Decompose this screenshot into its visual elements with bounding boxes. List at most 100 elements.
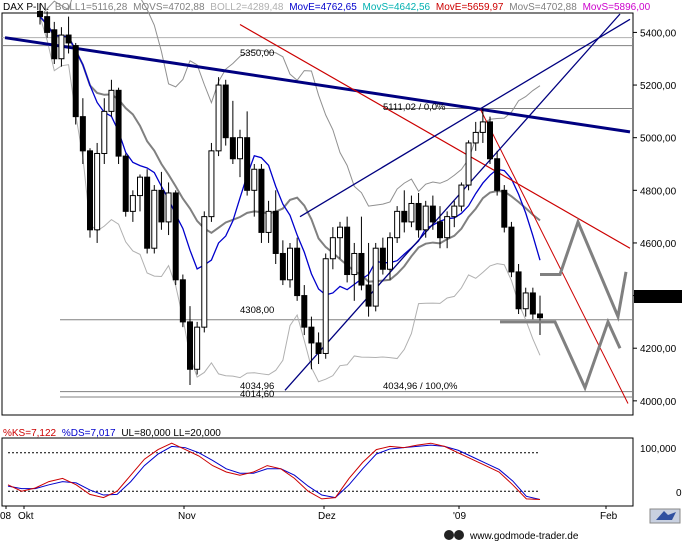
candle-body — [122, 155, 129, 212]
logo-icon-2 — [454, 530, 464, 540]
bollinger-lower — [39, 16, 541, 383]
bollinger-upper — [39, 0, 541, 207]
candle-body — [322, 258, 329, 354]
resistance-trendline — [4, 36, 631, 134]
candle-body — [308, 326, 315, 344]
candle-body — [401, 210, 408, 223]
candle-body — [451, 205, 458, 218]
annotation-4308: 4308,00 — [240, 305, 274, 316]
level-lines — [2, 37, 633, 398]
candle-body — [94, 152, 101, 231]
time-label: 08 — [0, 511, 12, 522]
candle-body — [415, 202, 422, 231]
candle-body — [251, 168, 258, 191]
osc-limits-label: UL=80,000 LL=20,000 — [121, 428, 221, 439]
annotation-4034a: 4034,96 — [240, 381, 274, 392]
annotation-4014: 4014,60 — [240, 389, 274, 400]
candle-body — [272, 210, 279, 254]
candle-body — [372, 247, 379, 307]
candle-body — [437, 221, 443, 239]
candle-body — [422, 205, 429, 231]
candle-body — [101, 110, 108, 154]
candle-body — [187, 321, 193, 370]
candle-body — [158, 189, 165, 223]
candle-body — [479, 121, 486, 133]
time-label: Feb — [600, 511, 618, 522]
candle-body — [208, 150, 215, 218]
price-tick-label: 5000,00 — [640, 134, 677, 145]
candle-body — [237, 137, 243, 160]
candle-body — [258, 168, 265, 233]
candle-body — [472, 131, 479, 144]
osc-d-label: %DS=7,017 — [62, 428, 116, 439]
candle-body — [79, 116, 86, 152]
candle-body — [244, 137, 251, 191]
candle-body — [487, 121, 493, 160]
uptrend-channel-lower — [284, 13, 621, 391]
candle-body — [394, 210, 401, 239]
candle-body — [408, 202, 415, 223]
annotation-4034b: 4034,96 / 100,0% — [383, 381, 458, 392]
indicator-label-4: MovS=4642,56 — [363, 2, 431, 13]
candle-body — [65, 34, 72, 44]
candle-body — [179, 279, 186, 323]
candle-body — [379, 247, 386, 270]
forecast-path — [500, 217, 628, 392]
time-label: Dez — [318, 511, 336, 522]
indicator-label-6: MovS=4702,88 — [509, 2, 577, 13]
osc-tick-0: 0 — [676, 488, 682, 499]
uptrend-channel-upper — [299, 18, 631, 218]
candle-body — [44, 16, 51, 33]
candle-body — [294, 247, 301, 297]
oscillator-frame — [1, 437, 634, 507]
indicator-label-1: MOVS=4702,88 — [133, 2, 205, 13]
candle-body — [115, 89, 122, 157]
footer-logo[interactable]: www.godmode-trader.de — [444, 530, 579, 542]
candle-body — [351, 252, 358, 276]
chart-tool-button[interactable] — [649, 508, 681, 524]
candle-body — [537, 313, 543, 319]
candle-body — [265, 210, 272, 233]
indicator-label-3: MovE=4762,65 — [289, 2, 357, 13]
price-tick-label: 4800,00 — [640, 186, 677, 197]
candle-body — [108, 89, 115, 112]
current-price-box — [634, 290, 682, 303]
candle-body — [522, 292, 529, 310]
candle-body — [501, 189, 508, 228]
candle-body — [387, 237, 393, 270]
time-label: Nov — [178, 511, 196, 522]
candle-body — [279, 252, 286, 281]
osc-d-line — [7, 444, 541, 501]
candle-body — [494, 158, 501, 191]
candle-body — [508, 226, 515, 273]
osc-k-line — [7, 442, 541, 501]
candle-body — [337, 226, 343, 239]
annotation-5350: 5350,00 — [240, 48, 274, 59]
candle-body — [172, 192, 179, 281]
forecast-path-upper — [540, 217, 628, 322]
candle-body — [222, 84, 229, 139]
time-label: '09 — [453, 511, 466, 522]
forecast-path-lower — [500, 317, 622, 392]
indicator-label-0: BOLL1=5116,28 — [55, 2, 128, 13]
candle-body — [229, 137, 236, 160]
price-tick-label: 4600,00 — [640, 239, 677, 250]
candle-body — [151, 189, 158, 249]
candles — [37, 3, 543, 386]
footer-url[interactable]: www.godmode-trader.de — [469, 531, 579, 542]
candle-body — [129, 195, 136, 212]
candle-body — [458, 184, 465, 207]
symbol-label: DAX P-IN. — [3, 2, 49, 13]
candle-body — [72, 45, 79, 118]
candle-body — [344, 226, 351, 276]
indicator-label-2: BOLL2=4289,48 — [210, 2, 284, 13]
price-tick-label: 4000,00 — [640, 397, 677, 408]
candle-body — [215, 84, 222, 152]
candle-body — [51, 29, 58, 60]
price-tick-label: 5400,00 — [640, 28, 677, 39]
osc-k-label: %KS=7,122 — [3, 428, 57, 439]
candle-body — [165, 192, 172, 223]
moving-average-gray — [39, 15, 541, 283]
current-price-label: 4316,14 — [637, 292, 674, 303]
